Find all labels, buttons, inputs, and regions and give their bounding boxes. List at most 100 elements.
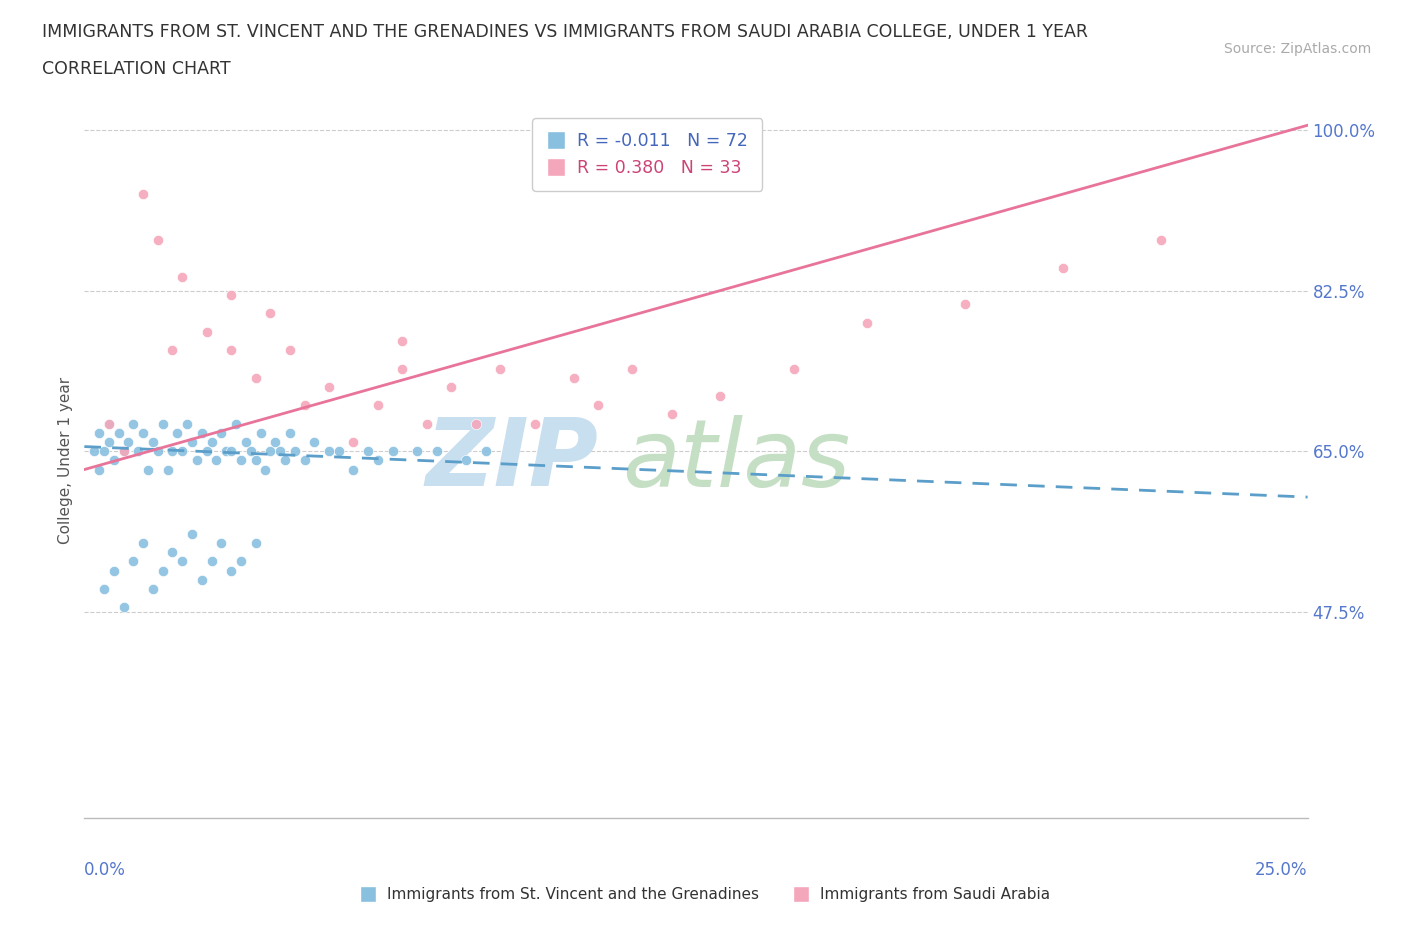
Point xyxy=(367,398,389,413)
Point xyxy=(1150,232,1173,247)
Point xyxy=(523,417,546,432)
Point xyxy=(209,536,232,551)
Text: atlas: atlas xyxy=(623,415,851,506)
Point xyxy=(454,453,477,468)
Point xyxy=(112,600,135,615)
Point xyxy=(342,462,364,477)
Point xyxy=(142,434,165,449)
Point xyxy=(406,444,429,458)
Point xyxy=(1052,260,1074,275)
Point xyxy=(284,444,307,458)
Point xyxy=(103,453,125,468)
Point xyxy=(709,389,731,404)
Point xyxy=(269,444,291,458)
Point xyxy=(586,398,609,413)
Point xyxy=(112,444,135,458)
Text: ZIP: ZIP xyxy=(425,415,598,506)
Point xyxy=(219,287,242,302)
Point xyxy=(103,563,125,578)
Point xyxy=(318,444,340,458)
Legend: R = -0.011   N = 72, R = 0.380   N = 33: R = -0.011 N = 72, R = 0.380 N = 33 xyxy=(531,118,762,191)
Point xyxy=(219,563,242,578)
Point xyxy=(97,417,120,432)
Point xyxy=(278,343,301,358)
Point xyxy=(254,462,277,477)
Point xyxy=(127,444,149,458)
Point xyxy=(274,453,297,468)
Point xyxy=(367,453,389,468)
Point xyxy=(318,379,340,394)
Point xyxy=(107,425,129,440)
Point xyxy=(97,417,120,432)
Point xyxy=(783,361,806,376)
Point xyxy=(489,361,512,376)
Point xyxy=(294,398,316,413)
Point xyxy=(304,434,326,449)
Point xyxy=(562,370,585,385)
Text: 0.0%: 0.0% xyxy=(84,861,127,880)
Point xyxy=(239,444,262,458)
Point xyxy=(474,444,496,458)
Point xyxy=(112,444,135,458)
Point xyxy=(215,444,238,458)
Point xyxy=(172,554,194,569)
Point xyxy=(83,444,105,458)
Y-axis label: College, Under 1 year: College, Under 1 year xyxy=(58,377,73,544)
Text: Source: ZipAtlas.com: Source: ZipAtlas.com xyxy=(1223,42,1371,56)
Point xyxy=(264,434,287,449)
Point xyxy=(249,425,271,440)
Point xyxy=(259,444,281,458)
Point xyxy=(87,462,110,477)
Point xyxy=(146,232,169,247)
Point xyxy=(152,417,174,432)
Point xyxy=(661,407,683,422)
Point xyxy=(245,370,267,385)
Point xyxy=(122,554,145,569)
Point xyxy=(391,334,413,349)
Text: 25.0%: 25.0% xyxy=(1256,861,1308,880)
Point xyxy=(87,425,110,440)
Point xyxy=(122,417,145,432)
Point xyxy=(426,444,449,458)
Point xyxy=(381,444,404,458)
Point xyxy=(195,444,218,458)
Point xyxy=(225,417,247,432)
Point xyxy=(162,545,184,560)
Point xyxy=(229,554,252,569)
Point xyxy=(200,434,222,449)
Point xyxy=(229,453,252,468)
Point xyxy=(176,417,198,432)
Point xyxy=(181,526,204,541)
Point xyxy=(219,444,242,458)
Point xyxy=(357,444,380,458)
Point xyxy=(245,453,267,468)
Point xyxy=(259,306,281,321)
Text: CORRELATION CHART: CORRELATION CHART xyxy=(42,60,231,78)
Point xyxy=(195,325,218,339)
Point xyxy=(191,425,214,440)
Text: IMMIGRANTS FROM ST. VINCENT AND THE GRENADINES VS IMMIGRANTS FROM SAUDI ARABIA C: IMMIGRANTS FROM ST. VINCENT AND THE GREN… xyxy=(42,23,1088,41)
Point xyxy=(856,315,879,330)
Point xyxy=(132,187,155,202)
Point xyxy=(294,453,316,468)
Point xyxy=(328,444,350,458)
Point xyxy=(162,343,184,358)
Point xyxy=(278,425,301,440)
Point xyxy=(621,361,644,376)
Point xyxy=(136,462,159,477)
Point xyxy=(186,453,208,468)
Point xyxy=(342,434,364,449)
Point xyxy=(200,554,222,569)
Point xyxy=(162,444,184,458)
Point xyxy=(172,270,194,285)
Point xyxy=(219,343,242,358)
Point xyxy=(172,444,194,458)
Point xyxy=(191,572,214,587)
Point xyxy=(416,417,439,432)
Legend: Immigrants from St. Vincent and the Grenadines, Immigrants from Saudi Arabia: Immigrants from St. Vincent and the Gren… xyxy=(350,882,1056,909)
Point xyxy=(205,453,228,468)
Point xyxy=(245,536,267,551)
Point xyxy=(156,462,179,477)
Point xyxy=(464,417,486,432)
Point xyxy=(953,297,976,312)
